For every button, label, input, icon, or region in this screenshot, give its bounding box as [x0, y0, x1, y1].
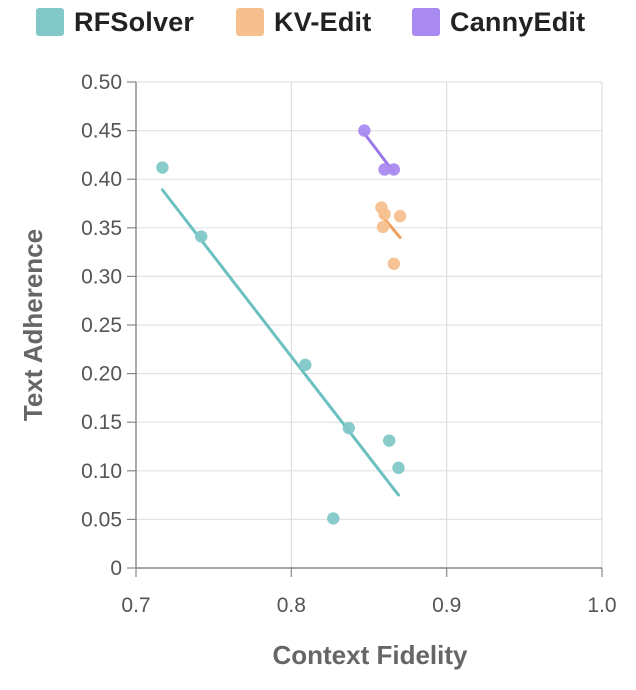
axes [127, 81, 603, 577]
legend-label-rfsolver: RFSolver [74, 6, 195, 37]
point-rfsolver[interactable] [392, 461, 405, 475]
legend-label-kv-edit: KV-Edit [274, 6, 372, 37]
point-rfsolver[interactable] [195, 230, 208, 243]
y-tick-label: 0.20 [81, 363, 122, 386]
point-cannyedit[interactable] [387, 163, 401, 176]
point-rfsolver[interactable] [299, 358, 312, 372]
gridlines [135, 81, 603, 569]
x-tick-label: 0.7 [121, 594, 150, 617]
point-rfsolver[interactable] [156, 161, 169, 174]
point-cannyedit[interactable] [358, 124, 371, 137]
point-cannyedit[interactable] [378, 163, 391, 176]
y-tick-label: 0 [110, 557, 122, 580]
point-kv-edit[interactable] [376, 220, 390, 234]
legend: RFSolver KV-Edit CannyEdit [0, 0, 636, 44]
y-tick-label: 0.35 [81, 217, 122, 240]
y-tick-label: 0.05 [81, 508, 122, 531]
legend-item-rfsolver[interactable]: RFSolver [36, 6, 194, 38]
point-kv-edit[interactable] [378, 207, 391, 221]
x-tick-label: 1.0 [587, 594, 616, 617]
legend-item-kv-edit[interactable]: KV-Edit [236, 6, 371, 38]
y-tick-label: 0.30 [81, 265, 122, 288]
x-tick-label: 0.8 [277, 594, 306, 617]
y-tick-label: 0.40 [81, 168, 122, 191]
point-rfsolver[interactable] [382, 434, 396, 447]
y-tick-label: 0.15 [81, 411, 122, 434]
trendlines [160, 132, 402, 497]
legend-swatch-rfsolver [36, 8, 64, 36]
y-tick-label: 0.10 [81, 460, 122, 483]
x-tick-label: 0.9 [432, 594, 461, 617]
y-tick-label: 0.45 [81, 120, 122, 143]
y-axis-title: Text Adherence [18, 229, 48, 421]
legend-label-cannyedit: CannyEdit [450, 6, 586, 37]
legend-swatch-cannyedit [412, 8, 440, 36]
y-tick-label: 0.50 [81, 71, 122, 94]
point-kv-edit[interactable] [387, 257, 401, 270]
legend-swatch-kv-edit [236, 8, 264, 36]
data-points [156, 124, 407, 525]
point-rfsolver[interactable] [342, 421, 356, 435]
y-tick-label: 0.25 [81, 314, 122, 337]
tick-labels: 0 0.05 0.10 0.15 0.20 0.25 0.30 0.35 0.40 0.45 0.5… [81, 71, 616, 617]
legend-item-cannyedit[interactable]: CannyEdit [412, 6, 585, 38]
point-kv-edit[interactable] [393, 209, 407, 223]
x-axis-title: Context Fidelity [272, 640, 468, 670]
point-rfsolver[interactable] [327, 512, 340, 525]
